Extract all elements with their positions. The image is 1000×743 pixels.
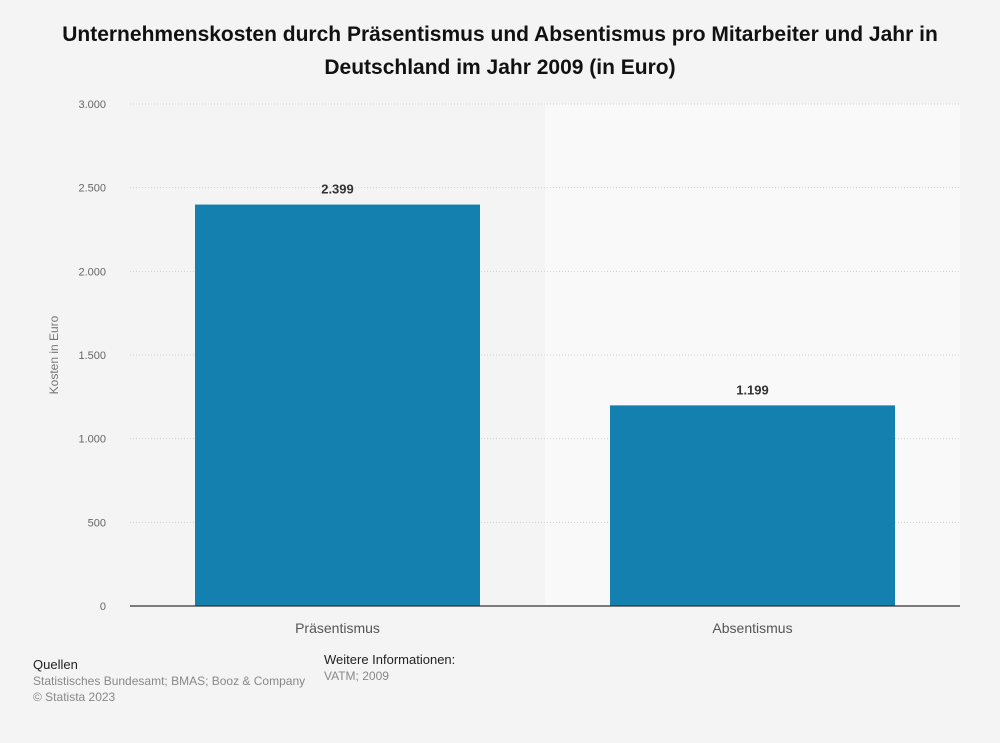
x-tick-label: Absentismus (712, 620, 792, 636)
sources-text: Statistisches Bundesamt; BMAS; Booz & Co… (33, 674, 306, 688)
bar-absentismus (610, 405, 895, 606)
chart-title: Unternehmenskosten durch Präsentismus un… (62, 23, 938, 79)
more-info-text: VATM; 2009 (324, 669, 389, 683)
more-info-block: Weitere Informationen: VATM; 2009 (324, 652, 455, 684)
more-info-heading: Weitere Informationen: (324, 652, 456, 667)
bar-präsentismus (195, 204, 480, 607)
y-tick-label: 2.500 (78, 183, 106, 195)
y-tick-label: 0 (100, 601, 106, 613)
y-tick-label: 2.000 (78, 266, 106, 278)
y-tick-label: 3.000 (78, 99, 106, 111)
sources-heading: Quellen (33, 657, 78, 672)
y-tick-label: 1.500 (78, 350, 106, 362)
data-label: 2.399 (321, 182, 354, 197)
data-label: 1.199 (736, 382, 769, 397)
copyright-text: © Statista 2023 (33, 690, 116, 704)
x-tick-label: Präsentismus (295, 620, 380, 636)
y-tick-label: 500 (88, 517, 106, 529)
y-axis-title: Kosten in Euro (47, 315, 61, 394)
y-tick-label: 1.000 (78, 434, 106, 446)
sources-block: Quellen Statistisches Bundesamt; BMAS; B… (33, 657, 305, 705)
